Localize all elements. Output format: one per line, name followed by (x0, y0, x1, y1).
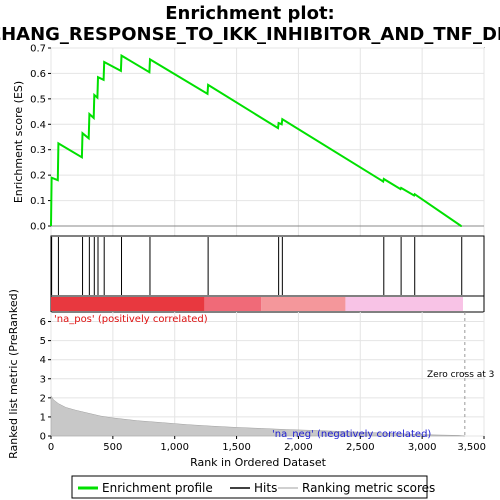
rank-band (345, 297, 463, 311)
es-y-tick-label: 0.4 (30, 120, 46, 131)
legend-metric-label: Ranking metric scores (302, 481, 435, 495)
metric-y-tick-label: 3 (40, 374, 46, 385)
es-panel (50, 47, 485, 237)
legend-box (71, 475, 428, 499)
legend-es-label: Enrichment profile (102, 481, 213, 495)
chart-title-line2: ZHANG_RESPONSE_TO_IKK_INHIBITOR_AND_TNF_… (0, 24, 500, 45)
es-y-tick-label: 0.0 (30, 222, 46, 233)
metric-y-tick-label: 2 (40, 393, 46, 404)
es-y-tick-label: 0.3 (30, 145, 46, 156)
x-tick-label: 3,500 (457, 442, 486, 453)
chart-title-line1: Enrichment plot: (165, 3, 335, 24)
metric-y-tick-label: 0 (40, 432, 46, 443)
metric-y-tick-label: 6 (40, 317, 46, 328)
es-y-tick-label: 0.6 (30, 69, 46, 80)
es-y-tick-label: 0.2 (30, 171, 46, 182)
metric-y-tick-label: 4 (40, 355, 46, 366)
x-tick-label: 2,500 (346, 442, 375, 453)
es-y-tick-label: 0.7 (30, 44, 46, 55)
rank-band (261, 297, 346, 311)
es-y-tick-label: 0.1 (30, 196, 46, 207)
x-tick-label: 1,000 (160, 442, 189, 453)
legend-hits-label: Hits (254, 481, 277, 495)
legend: Enrichment profile Hits Ranking metric s… (71, 475, 435, 499)
ranking-metric-area (50, 395, 465, 437)
rank-band (51, 297, 205, 311)
x-tick-label: 3,000 (408, 442, 437, 453)
x-tick-label: 500 (103, 442, 122, 453)
x-tick-label: 2,000 (284, 442, 313, 453)
metric-y-tick-label: 1 (40, 412, 46, 423)
x-axis-label: Rank in Ordered Dataset (190, 456, 327, 469)
es-series-line (50, 53, 462, 227)
neg-correlated-label: 'na_neg' (negatively correlated) (272, 429, 431, 440)
x-tick-label: 0 (48, 442, 54, 453)
rank-band (204, 297, 262, 311)
es-y-axis-label: Enrichment score (ES) (12, 81, 25, 203)
es-y-tick-label: 0.5 (30, 94, 46, 105)
hits-panel (50, 235, 485, 297)
x-tick-label: 1,500 (222, 442, 251, 453)
metric-panel (50, 311, 485, 437)
metric-y-tick-label: 5 (40, 336, 46, 347)
pos-correlated-label: 'na_pos' (positively correlated) (54, 314, 208, 325)
metric-y-axis-label: Ranked list metric (PreRanked) (7, 289, 20, 459)
zero-cross-label: Zero cross at 3 (427, 370, 494, 380)
